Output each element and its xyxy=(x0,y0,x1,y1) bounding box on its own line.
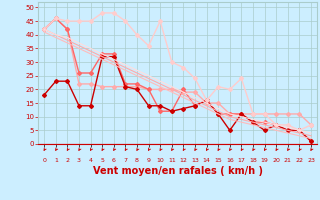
X-axis label: Vent moyen/en rafales ( km/h ): Vent moyen/en rafales ( km/h ) xyxy=(92,166,263,176)
